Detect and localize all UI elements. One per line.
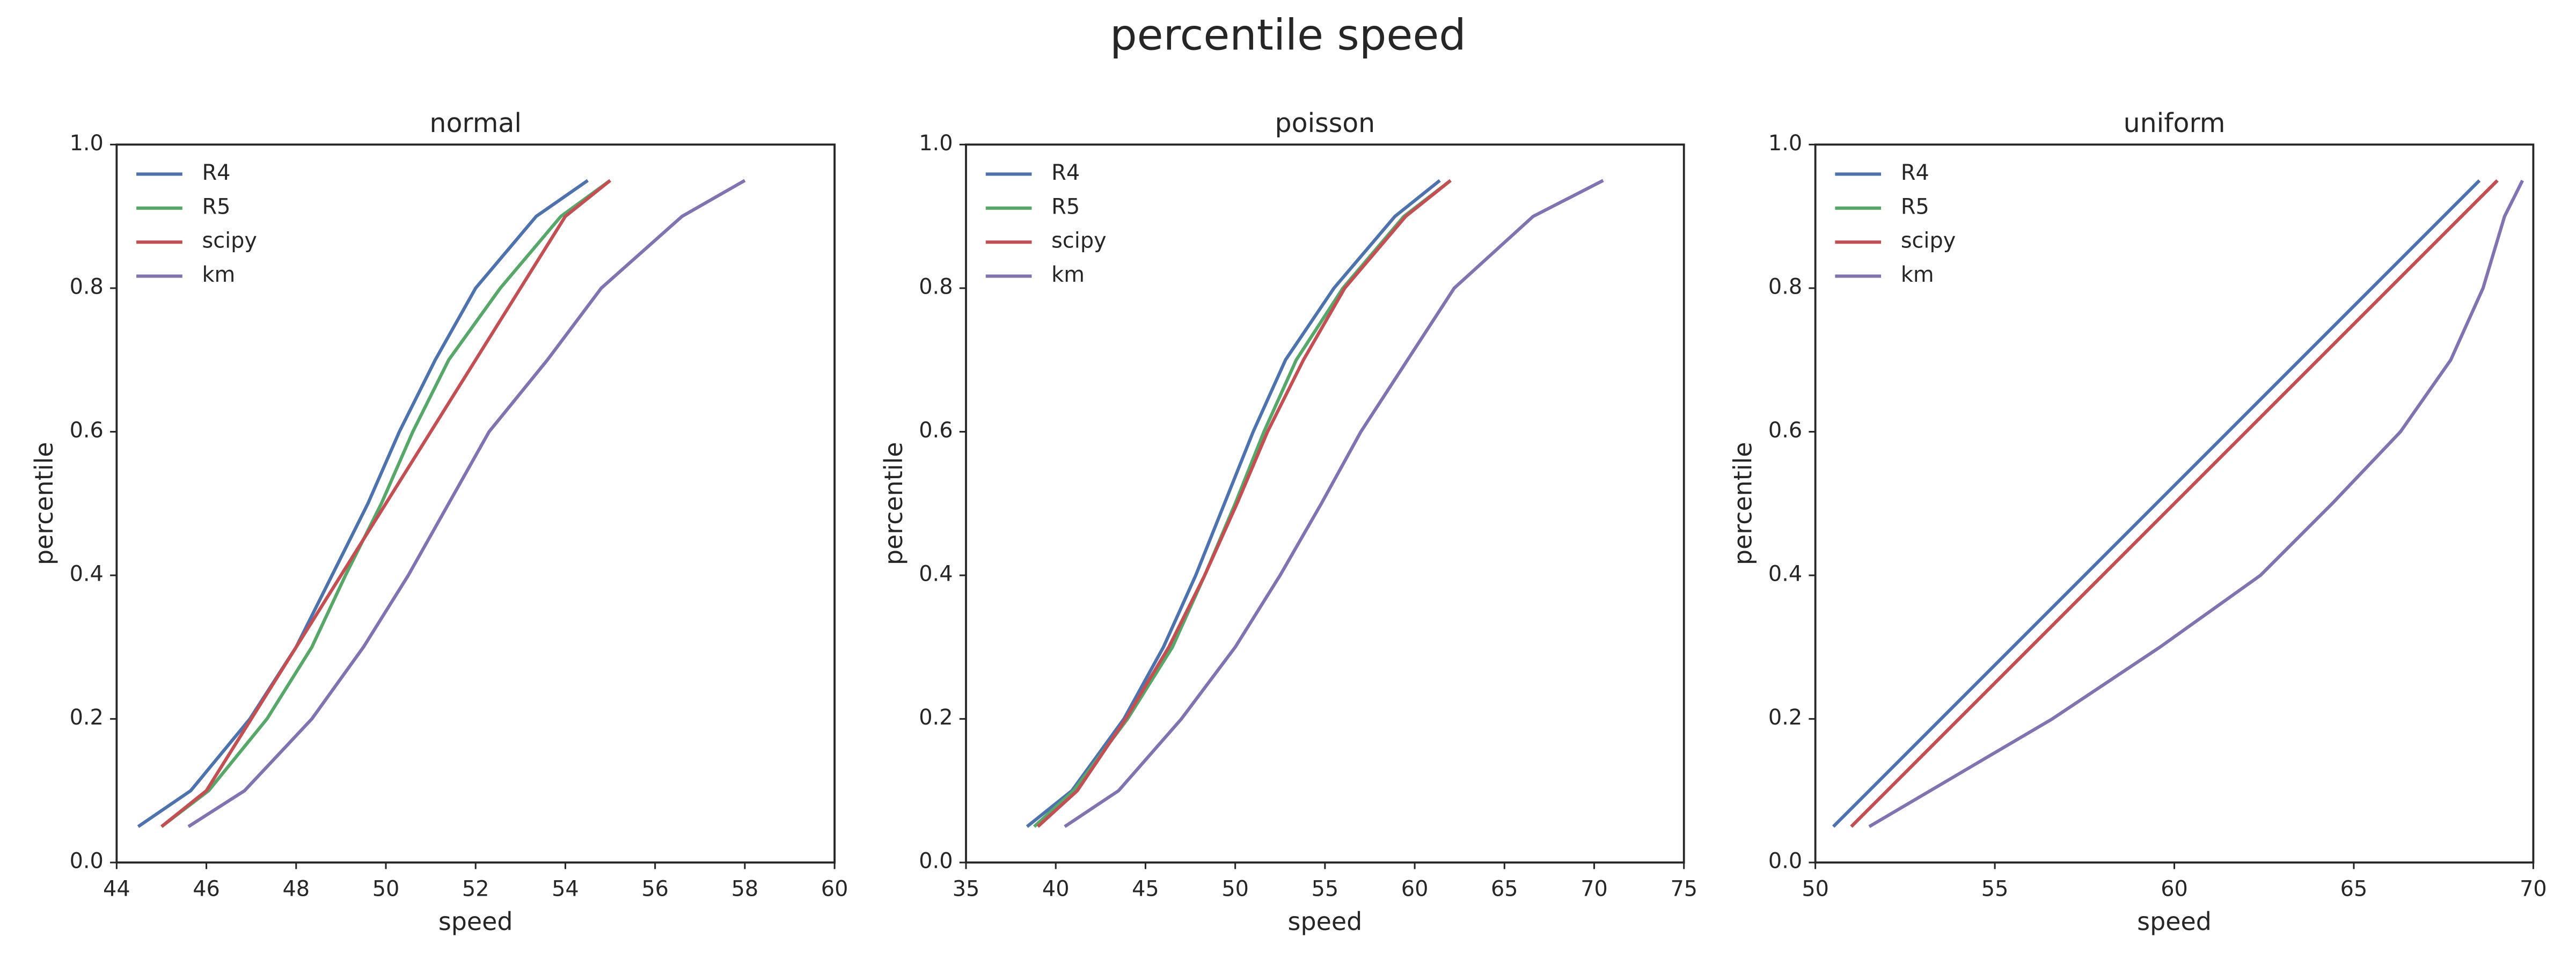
figure-title: percentile speed (1110, 10, 1466, 60)
y-tick-label: 0.6 (1768, 418, 1802, 443)
x-tick-label: 60 (1401, 877, 1429, 902)
series-line (1036, 179, 1452, 828)
y-tick-label: 0.8 (70, 274, 104, 299)
x-tick-label: 52 (462, 877, 489, 902)
y-tick-label: 0.8 (919, 274, 953, 299)
series-line (187, 179, 746, 828)
x-tick-label: 46 (193, 877, 220, 902)
legend-label: scipy (1051, 229, 1106, 253)
legend-label: km (202, 262, 236, 287)
legend-label: km (1901, 262, 1934, 287)
y-tick-label: 0.2 (1768, 705, 1802, 730)
x-tick-label: 50 (1802, 877, 1829, 902)
y-tick-label: 0.6 (70, 418, 104, 443)
x-axis-label: speed (2137, 907, 2212, 936)
x-tick-label: 75 (1670, 877, 1697, 902)
series-line (1026, 179, 1441, 828)
series-line (1832, 179, 2481, 828)
y-tick-label: 0.6 (919, 418, 953, 443)
y-axis-label: percentile (879, 442, 908, 565)
y-tick-label: 0.4 (919, 562, 953, 587)
legend-label: R4 (1901, 160, 1929, 185)
x-tick-label: 55 (1981, 877, 2009, 902)
y-tick-label: 0.2 (919, 705, 953, 730)
legend-label: R5 (1901, 194, 1929, 219)
y-tick-label: 1.0 (70, 131, 104, 156)
x-axis-label: speed (1288, 907, 1363, 936)
y-axis-label: percentile (1729, 442, 1758, 565)
series-line (1850, 179, 2499, 828)
x-tick-label: 45 (1132, 877, 1159, 902)
legend-label: R5 (202, 194, 231, 219)
x-tick-label: 50 (372, 877, 400, 902)
x-tick-label: 65 (1491, 877, 1518, 902)
y-tick-label: 1.0 (919, 131, 953, 156)
x-tick-label: 65 (2340, 877, 2368, 902)
y-tick-label: 0.4 (70, 562, 104, 587)
series-line (1064, 179, 1604, 828)
legend-label: R5 (1051, 194, 1080, 219)
legend-label: R4 (202, 160, 231, 185)
x-tick-label: 50 (1221, 877, 1249, 902)
x-tick-label: 44 (103, 877, 130, 902)
axes-title: poisson (1275, 108, 1375, 138)
x-axis-label: speed (438, 907, 513, 936)
x-tick-label: 55 (1312, 877, 1339, 902)
y-tick-label: 1.0 (1768, 131, 1802, 156)
x-tick-label: 70 (1580, 877, 1608, 902)
series-line (1868, 179, 2524, 828)
y-tick-label: 0.2 (70, 705, 104, 730)
axes-frame (115, 143, 836, 864)
series-line (137, 179, 589, 828)
axes-title: uniform (2124, 108, 2226, 138)
y-axis-label: percentile (30, 442, 58, 565)
x-tick-label: 54 (552, 877, 579, 902)
x-tick-label: 35 (953, 877, 980, 902)
series-line (160, 179, 611, 828)
y-tick-label: 0.0 (1768, 849, 1802, 874)
y-tick-label: 0.8 (1768, 274, 1802, 299)
axes-title: normal (429, 108, 522, 138)
x-tick-label: 56 (641, 877, 669, 902)
legend-label: R4 (1051, 160, 1080, 185)
x-tick-label: 60 (821, 877, 848, 902)
y-tick-label: 0.0 (919, 849, 953, 874)
y-tick-label: 0.4 (1768, 562, 1802, 587)
x-tick-label: 58 (731, 877, 759, 902)
axes-frame (1814, 143, 2535, 864)
legend-label: scipy (1901, 229, 1956, 253)
x-tick-label: 70 (2520, 877, 2547, 902)
legend-label: km (1051, 262, 1085, 287)
y-tick-label: 0.0 (70, 849, 104, 874)
x-tick-label: 40 (1042, 877, 1070, 902)
legend-label: scipy (202, 229, 257, 253)
x-tick-label: 48 (282, 877, 310, 902)
axes-frame (965, 143, 1685, 864)
series-line (160, 179, 611, 828)
x-tick-label: 60 (2161, 877, 2188, 902)
